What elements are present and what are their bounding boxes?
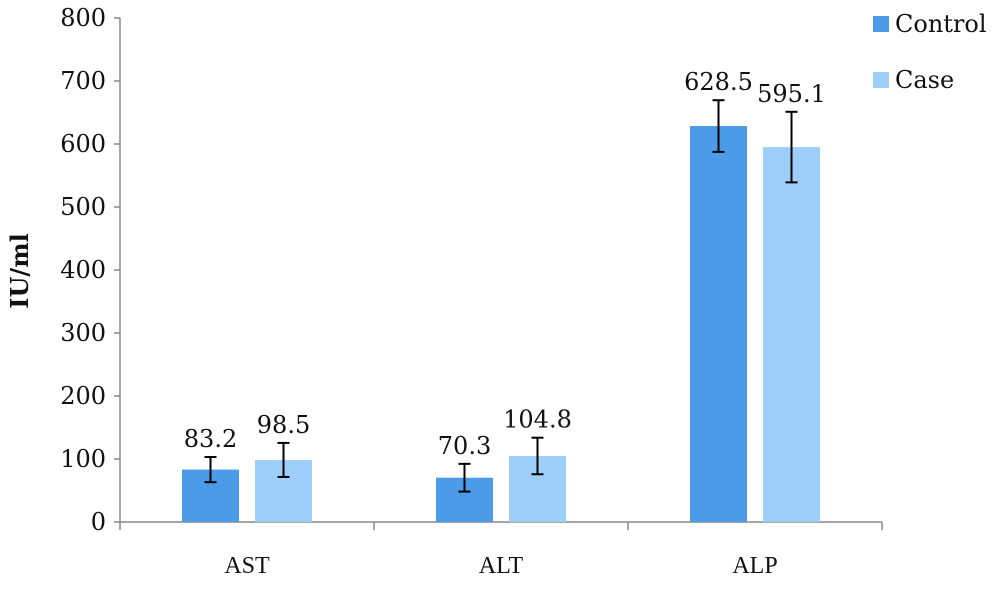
bar-control [690, 126, 747, 523]
y-axis: 0 100 200 300 400 500 600 700 800 [60, 4, 121, 536]
error-bars [204, 99, 798, 493]
data-label: 83.2 [184, 425, 237, 453]
legend-label-case: Case [895, 66, 954, 94]
x-category-label: ALP [732, 553, 777, 579]
data-label: 104.8 [503, 406, 572, 434]
legend: Control Case [873, 10, 987, 94]
y-tick-label: 100 [60, 445, 106, 473]
legend-label-control: Control [895, 10, 987, 38]
legend-swatch-case [873, 72, 889, 88]
legend-swatch-control [873, 16, 889, 32]
y-tick-label: 800 [60, 4, 106, 32]
y-tick-label: 300 [60, 319, 106, 347]
y-tick-label: 500 [60, 193, 106, 221]
y-tick-label: 0 [91, 508, 106, 536]
data-labels: 83.2 70.3 628.5 98.5 104.8 595.1 [184, 68, 826, 460]
data-label: 628.5 [684, 68, 753, 96]
y-tick-label: 400 [60, 256, 106, 284]
bar-case [763, 147, 820, 522]
bars [182, 126, 820, 523]
y-axis-title: IU/ml [5, 233, 34, 308]
x-category-label: AST [224, 553, 270, 579]
data-label: 595.1 [757, 80, 826, 108]
data-label: 70.3 [438, 432, 491, 460]
y-tick-label: 700 [60, 67, 106, 95]
x-axis: AST ALT ALP [119, 521, 883, 579]
data-label: 98.5 [257, 411, 310, 439]
x-category-label: ALT [479, 553, 524, 579]
y-tick-label: 600 [60, 130, 106, 158]
y-tick-label: 200 [60, 382, 106, 410]
